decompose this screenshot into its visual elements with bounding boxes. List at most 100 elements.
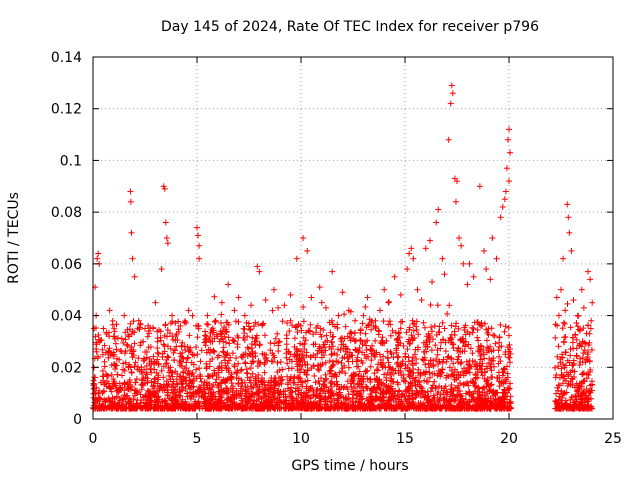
data-point (309, 384, 316, 391)
data-point (405, 354, 412, 361)
data-point (507, 149, 514, 156)
data-point (485, 331, 492, 338)
data-point (116, 380, 123, 387)
data-point (411, 405, 418, 412)
data-point (426, 374, 433, 381)
data-point (474, 334, 481, 341)
data-point (326, 343, 333, 350)
data-point (255, 377, 262, 384)
data-point (469, 324, 476, 331)
data-point (233, 369, 240, 376)
data-points (90, 82, 596, 412)
data-point (183, 365, 190, 372)
data-point (166, 330, 173, 337)
data-point (569, 362, 576, 369)
data-point (300, 304, 307, 311)
data-point (397, 363, 404, 370)
data-point (106, 345, 113, 352)
data-point (270, 403, 277, 410)
data-point (316, 367, 323, 374)
data-point (229, 337, 236, 344)
data-point (485, 359, 492, 366)
data-point (322, 304, 329, 311)
data-point (99, 351, 106, 358)
data-point (368, 357, 375, 364)
data-point (330, 333, 337, 340)
data-point (487, 387, 494, 394)
data-point (573, 352, 580, 359)
data-point (124, 326, 131, 333)
data-point (234, 332, 241, 339)
data-point (280, 404, 287, 411)
data-point (447, 397, 454, 404)
data-point (370, 385, 377, 392)
data-point (335, 312, 342, 319)
y-tick-label: 0.1 (60, 153, 82, 169)
data-point (307, 401, 314, 408)
data-point (184, 343, 191, 350)
data-point (342, 323, 349, 330)
data-point (499, 203, 506, 210)
data-point (125, 332, 132, 339)
data-point (303, 352, 310, 359)
data-point (368, 326, 375, 333)
data-point (222, 339, 229, 346)
data-point (111, 328, 118, 335)
data-point (386, 298, 393, 305)
data-point (210, 393, 217, 400)
data-point (327, 388, 334, 395)
data-point (310, 352, 317, 359)
data-point (486, 388, 493, 395)
data-point (93, 339, 100, 346)
data-point (182, 346, 189, 353)
data-point (99, 346, 106, 353)
data-point (450, 360, 457, 367)
data-point (505, 386, 512, 393)
data-point (217, 328, 224, 335)
data-point (276, 381, 283, 388)
data-point (381, 394, 388, 401)
data-point (575, 326, 582, 333)
data-point (244, 344, 251, 351)
data-point (488, 367, 495, 374)
data-point (482, 368, 489, 375)
data-point (588, 317, 595, 324)
data-point (380, 353, 387, 360)
data-point (331, 403, 338, 410)
data-point (294, 352, 301, 359)
data-point (461, 348, 468, 355)
data-point (155, 350, 162, 357)
data-point (157, 383, 164, 390)
data-point (182, 318, 189, 325)
data-point (395, 330, 402, 337)
data-point (462, 331, 469, 338)
data-point (489, 374, 496, 381)
data-point (431, 370, 438, 377)
data-point (571, 405, 578, 412)
data-point (264, 405, 271, 412)
data-point (587, 325, 594, 332)
data-point (322, 347, 329, 354)
data-point (459, 335, 466, 342)
data-point (463, 367, 470, 374)
data-point (413, 323, 420, 330)
data-point (95, 353, 102, 360)
data-point (342, 343, 349, 350)
data-point (499, 390, 506, 397)
data-point (308, 294, 315, 301)
data-point (113, 355, 120, 362)
data-point (261, 369, 268, 376)
data-point (277, 359, 284, 366)
data-point (434, 403, 441, 410)
data-point (145, 328, 152, 335)
data-point (498, 401, 505, 408)
data-point (170, 336, 177, 343)
x-tick-label: 0 (89, 431, 98, 447)
data-point (369, 387, 376, 394)
data-point (307, 394, 314, 401)
data-point (367, 363, 374, 370)
data-point (164, 240, 171, 247)
data-point (192, 402, 199, 409)
data-point (495, 360, 502, 367)
data-point (390, 370, 397, 377)
